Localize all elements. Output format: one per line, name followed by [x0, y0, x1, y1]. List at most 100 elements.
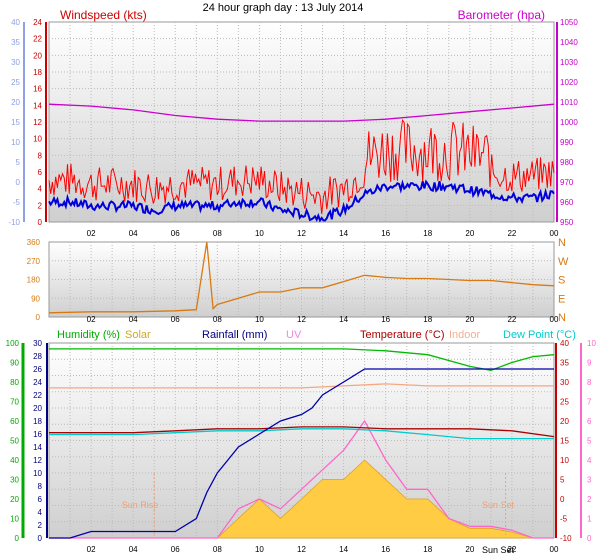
legend-humidity: Humidity (%) [57, 329, 120, 341]
humidity-tick: 0 [15, 534, 20, 543]
windspeed-secondary-tick: -5 [13, 198, 21, 207]
x-tick-label: 14 [339, 229, 348, 238]
rainfall-line [49, 368, 554, 539]
windspeed-tick: 18 [33, 68, 42, 77]
barometer-tick: 980 [560, 158, 574, 167]
uv-tick: 7 [587, 398, 592, 407]
uv-tick: 1 [587, 515, 592, 524]
rainfall-tick: 12 [33, 456, 42, 465]
uv-tick: 9 [587, 359, 592, 368]
uv-tick: 6 [587, 417, 592, 426]
rainfall-tick: 14 [33, 443, 42, 452]
windspeed-secondary-tick: 0 [16, 178, 21, 187]
x-tick-label: 22 [507, 315, 516, 324]
rainfall-tick: 4 [38, 508, 43, 517]
x-tick-label: 06 [171, 545, 180, 554]
direction-degree-tick: 360 [27, 238, 41, 247]
direction-degree-tick: 90 [31, 294, 40, 303]
windspeed-tick: 24 [33, 18, 42, 27]
temperature-tick: 20 [560, 417, 569, 426]
windspeed-tick: 20 [33, 51, 42, 60]
legend-rainfall: Rainfall (mm) [202, 329, 267, 341]
uv-tick: 0 [587, 534, 592, 543]
direction-degree-tick: 180 [27, 276, 41, 285]
x-tick-label: 18 [423, 315, 432, 324]
x-tick-label: 08 [213, 315, 222, 324]
humidity-tick: 90 [10, 359, 19, 368]
dewpoint-line [49, 428, 554, 440]
rainfall-tick: 20 [33, 404, 42, 413]
temperature-tick: 0 [560, 495, 565, 504]
rainfall-tick: 8 [38, 482, 43, 491]
uv-tick: 3 [587, 476, 592, 485]
humidity-tick: 100 [6, 339, 20, 348]
chart-title: 24 hour graph day : 13 July 2014 [203, 2, 364, 14]
windspeed-tick: 0 [38, 218, 43, 227]
windspeed-secondary-tick: 40 [11, 18, 20, 27]
rainfall-tick: 16 [33, 430, 42, 439]
barometer-tick: 970 [560, 178, 574, 187]
uv-tick: 4 [587, 456, 592, 465]
barometer-axis-label: Barometer (hpa) [458, 8, 545, 22]
compass-tick: E [558, 293, 565, 305]
humidity-tick: 20 [10, 495, 19, 504]
x-tick-label: 22 [507, 545, 516, 554]
humidity-tick: 30 [10, 476, 19, 485]
legend-dewpoint: Dew Point (°C) [503, 329, 576, 341]
windspeed-average-line [48, 179, 555, 223]
windspeed-tick: 10 [33, 135, 42, 144]
x-tick-label: 12 [297, 545, 306, 554]
windspeed-gust-line [48, 118, 555, 214]
x-tick-label: 10 [255, 229, 264, 238]
temperature-tick: 25 [560, 398, 569, 407]
barometer-tick: 1030 [560, 58, 578, 67]
compass-tick: N [558, 237, 566, 249]
x-tick-label: 20 [465, 315, 474, 324]
humidity-line [49, 348, 555, 371]
x-tick-label: 10 [255, 315, 264, 324]
windspeed-tick: 12 [33, 118, 42, 127]
windspeed-tick: 4 [38, 185, 43, 194]
x-tick-label: 12 [297, 315, 306, 324]
windspeed-secondary-tick: 30 [11, 58, 20, 67]
indoor-temperature-line [49, 383, 554, 389]
uv-line [49, 419, 554, 539]
rainfall-tick: 18 [33, 417, 42, 426]
sunset-axis-annotation: Sun Set [482, 545, 515, 555]
x-tick-label: 18 [423, 545, 432, 554]
barometer-tick: 950 [560, 218, 574, 227]
barometer-tick: 1020 [560, 78, 578, 87]
compass-tick: S [558, 275, 565, 287]
windspeed-tick: 2 [38, 201, 43, 210]
legend-indoor: Indoor [449, 329, 481, 341]
temperature-tick: -5 [560, 515, 568, 524]
x-tick-label: 16 [381, 229, 390, 238]
windspeed-secondary-tick: 35 [11, 38, 20, 47]
temperature-tick: -10 [560, 534, 572, 543]
rainfall-tick: 10 [33, 469, 42, 478]
x-tick-label: 00 [550, 545, 559, 554]
x-tick-label: 16 [381, 315, 390, 324]
x-tick-label: 04 [129, 315, 138, 324]
barometer-tick: 990 [560, 138, 574, 147]
x-tick-label: 02 [87, 229, 96, 238]
compass-tick: W [558, 256, 569, 268]
x-tick-label: 10 [255, 545, 264, 554]
temperature-tick: 40 [560, 339, 569, 348]
barometer-tick: 960 [560, 198, 574, 207]
windspeed-axis-label: Windspeed (kts) [60, 8, 147, 22]
x-tick-label: 04 [129, 545, 138, 554]
wind-direction-line [48, 241, 555, 314]
humidity-tick: 60 [10, 417, 19, 426]
windspeed-tick: 22 [33, 35, 42, 44]
x-tick-label: 16 [381, 545, 390, 554]
direction-degree-tick: 270 [27, 257, 41, 266]
rainfall-tick: 0 [38, 534, 43, 543]
legend-temperature: Temperature (°C) [360, 329, 444, 341]
x-tick-label: 20 [465, 229, 474, 238]
x-tick-label: 06 [171, 315, 180, 324]
humidity-tick: 10 [10, 515, 19, 524]
barometer-tick: 1010 [560, 98, 578, 107]
x-tick-label: 00 [550, 229, 559, 238]
x-tick-label: 12 [297, 229, 306, 238]
